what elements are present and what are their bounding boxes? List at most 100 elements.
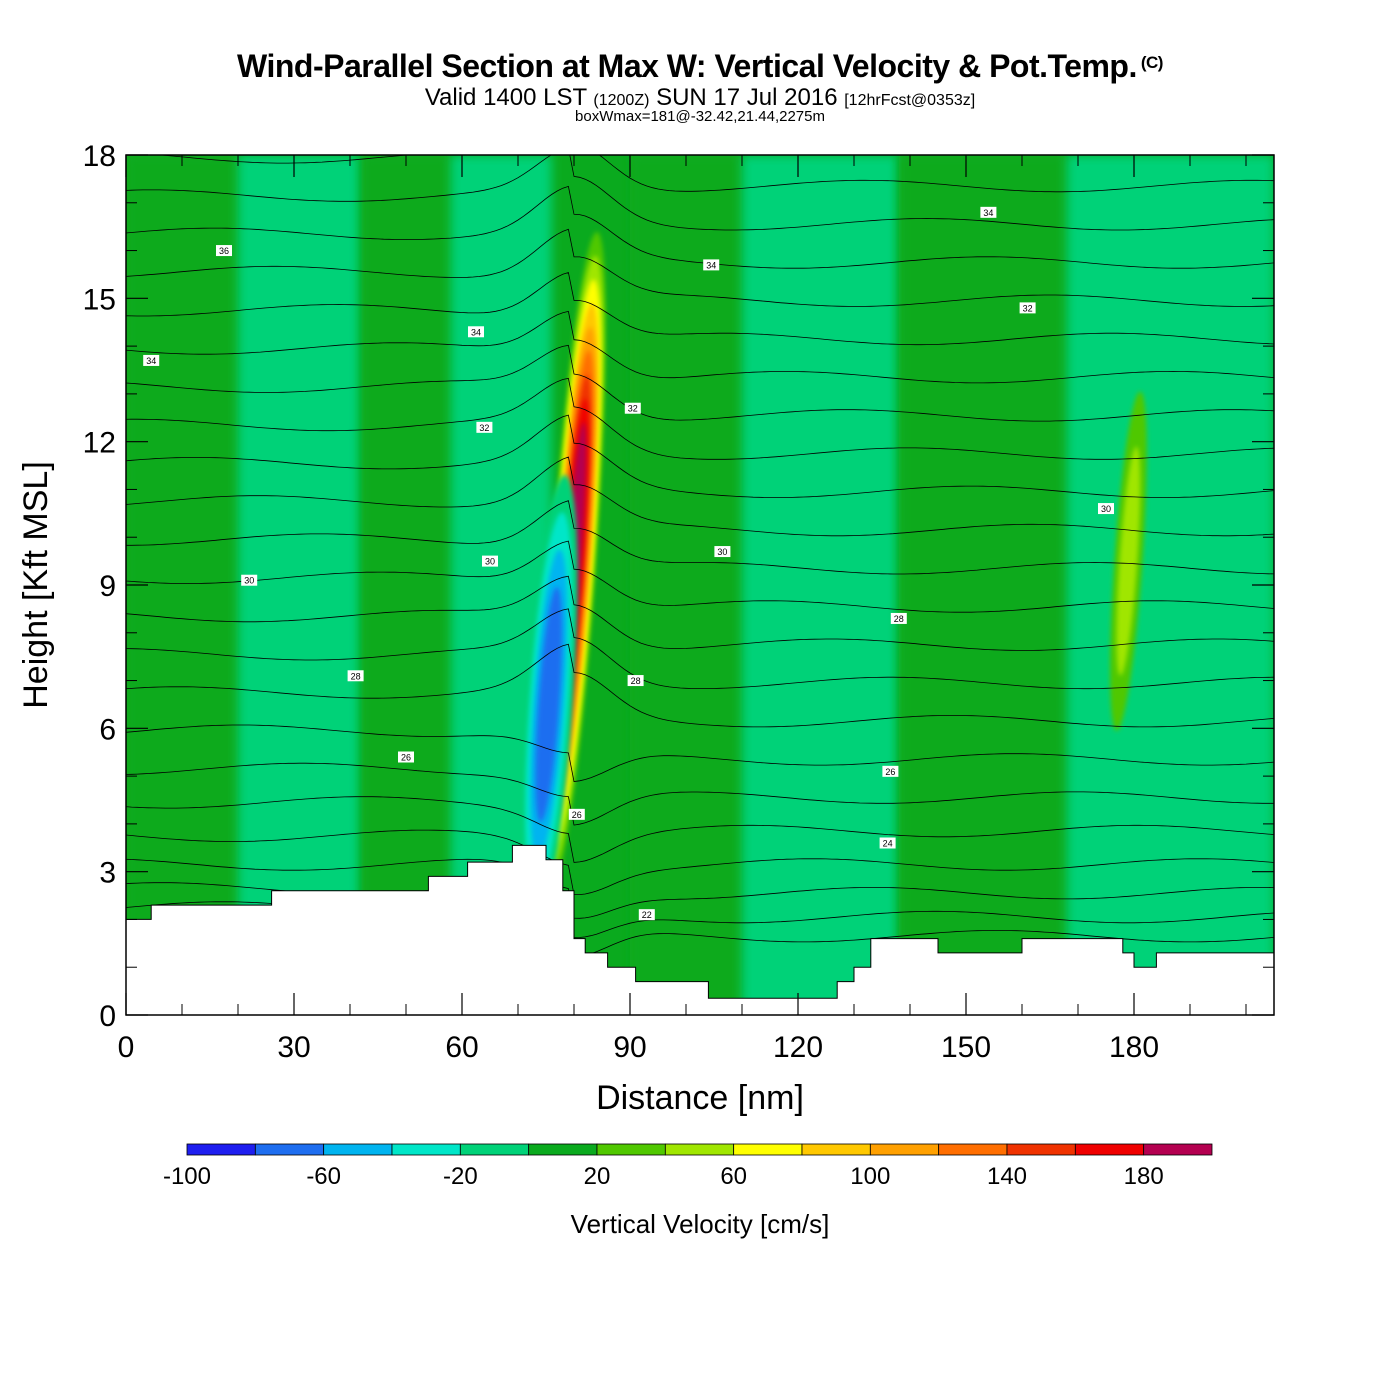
colorbar-label: 100 bbox=[850, 1163, 890, 1190]
isentrope-14 bbox=[126, 377, 1274, 460]
colorbar-swatch-5 bbox=[528, 1143, 598, 1156]
isentrope-4 bbox=[126, 796, 1274, 863]
contour-label-box bbox=[398, 751, 414, 763]
colorbar-swatch-3 bbox=[391, 1143, 461, 1156]
contour-label-text: 34 bbox=[146, 356, 156, 366]
chart-title: Wind-Parallel Section at Max W: Vertical… bbox=[0, 48, 1400, 85]
isentrope-19 bbox=[126, 185, 1274, 269]
chart-subtitle: Valid 1400 LST (1200Z) SUN 17 Jul 2016 [… bbox=[0, 84, 1400, 112]
colorbar-title: Vertical Velocity [cm/s] bbox=[571, 1209, 830, 1239]
velocity-field bbox=[126, 155, 1274, 1015]
colorbar-swatch-9 bbox=[801, 1143, 871, 1156]
isentrope-12 bbox=[126, 456, 1274, 537]
contour-label-box bbox=[347, 670, 364, 682]
contour-label-box bbox=[627, 675, 644, 687]
contour-label-11: 30 bbox=[1098, 503, 1114, 515]
y-tick-label: 3 bbox=[99, 857, 116, 890]
isentrope-6 bbox=[126, 724, 1274, 782]
contour-label-box bbox=[714, 546, 731, 558]
isentrope-2 bbox=[126, 858, 1274, 919]
y-tick-label: 9 bbox=[99, 570, 116, 603]
contour-label-15: 26 bbox=[398, 751, 414, 763]
isentrope-20 bbox=[126, 155, 1274, 231]
subtitle-forecast: [12hrFcst@0353z] bbox=[844, 92, 976, 109]
colorbar-label: 60 bbox=[720, 1163, 747, 1190]
downdraft-core-level-3 bbox=[535, 586, 563, 823]
y-axis-title: Height [Kft MSL] bbox=[17, 461, 55, 709]
isentrope-3 bbox=[126, 829, 1274, 895]
subtitle-utc: (1200Z) bbox=[593, 92, 650, 109]
contour-label-14: 28 bbox=[890, 612, 907, 624]
contour-label-text: 26 bbox=[401, 753, 411, 763]
contour-label-text: 28 bbox=[351, 671, 361, 681]
contour-label-box bbox=[890, 612, 907, 624]
field-band-5 bbox=[742, 155, 899, 1015]
contour-label-box bbox=[1098, 503, 1114, 515]
contour-label-2: 34 bbox=[468, 326, 484, 338]
chart-subtitle-max: boxWmax=181@-32.42,21.44,2275m bbox=[575, 108, 825, 125]
x-tick-label: 180 bbox=[1109, 1031, 1159, 1064]
colorbar-swatch-4 bbox=[459, 1143, 530, 1156]
contour-label-text: 22 bbox=[642, 910, 652, 920]
colorbar-swatch-12 bbox=[1006, 1143, 1076, 1156]
contour-label-text: 36 bbox=[219, 246, 229, 256]
contour-label-box bbox=[216, 245, 232, 257]
colorbar-swatch-8 bbox=[733, 1143, 803, 1156]
colorbar-label: -60 bbox=[306, 1163, 341, 1190]
colorbar-label: 20 bbox=[584, 1163, 611, 1190]
x-tick-label: 120 bbox=[773, 1031, 823, 1064]
colorbar-swatch-0 bbox=[186, 1143, 256, 1156]
chart-title-mark: (C) bbox=[1140, 53, 1164, 72]
colorbar-swatch-13 bbox=[1074, 1143, 1145, 1156]
contour-label-text: 32 bbox=[479, 423, 489, 433]
contour-label-text: 32 bbox=[628, 404, 638, 414]
colorbar-swatch-14 bbox=[1143, 1143, 1213, 1156]
contour-label-9: 30 bbox=[482, 555, 498, 567]
contour-label-16: 26 bbox=[882, 765, 899, 777]
colorbar-label: 140 bbox=[987, 1163, 1027, 1190]
y-tick-label: 15 bbox=[83, 283, 116, 316]
contour-label-box bbox=[638, 909, 655, 921]
chart-title-text: Wind-Parallel Section at Max W: Vertical… bbox=[237, 48, 1137, 84]
contour-labels: 36 34 34 34 34 32 32 32 30 30 30 30 28 28 28 26 26 26 24 22 bbox=[143, 206, 1114, 921]
contour-label-text: 34 bbox=[471, 327, 481, 337]
contour-label-text: 30 bbox=[485, 557, 495, 567]
contour-label-text: 32 bbox=[1023, 303, 1033, 313]
contour-label-10: 30 bbox=[714, 546, 731, 558]
colorbar-label: -20 bbox=[443, 1163, 478, 1190]
colorbar-swatch-1 bbox=[254, 1143, 325, 1156]
isentrope-10 bbox=[126, 540, 1274, 613]
contour-label-text: 34 bbox=[983, 208, 993, 218]
y-tick-label: 6 bbox=[99, 713, 116, 746]
weak-updraft-east-level-1 bbox=[1116, 446, 1141, 676]
isentrope-11 bbox=[126, 500, 1274, 575]
y-tick-label: 12 bbox=[83, 427, 116, 460]
subtitle-date: SUN 17 Jul 2016 bbox=[656, 84, 838, 111]
colorbar-swatch-2 bbox=[323, 1143, 393, 1156]
x-axis-title: Distance [nm] bbox=[596, 1079, 804, 1117]
isentrope-17 bbox=[126, 271, 1274, 346]
contour-label-box bbox=[241, 574, 258, 586]
terrain-mask bbox=[126, 844, 1274, 1015]
y-tick-label: 0 bbox=[99, 1000, 116, 1033]
plot-area bbox=[126, 155, 1274, 1015]
contour-label-7: 32 bbox=[1019, 302, 1036, 314]
colorbar-label: 180 bbox=[1124, 1163, 1164, 1190]
x-tick-label: 150 bbox=[941, 1031, 991, 1064]
contour-label-19: 22 bbox=[638, 909, 655, 921]
contour-label-box bbox=[879, 837, 896, 849]
contour-label-box bbox=[143, 354, 160, 366]
contour-label-text: 28 bbox=[631, 676, 641, 686]
field-band-7 bbox=[1066, 155, 1274, 1015]
isentrope-8 bbox=[126, 608, 1274, 690]
contour-label-13: 28 bbox=[627, 675, 644, 687]
colorbar-swatch-11 bbox=[938, 1143, 1008, 1156]
contour-label-5: 32 bbox=[476, 421, 493, 433]
isentrope-16 bbox=[126, 310, 1274, 384]
colorbar: -100 -60 -20 20 60 100 140 180 bbox=[163, 1143, 1213, 1190]
contour-label-box bbox=[482, 555, 498, 567]
contour-label-box bbox=[476, 421, 493, 433]
x-tick-label: 90 bbox=[613, 1031, 646, 1064]
